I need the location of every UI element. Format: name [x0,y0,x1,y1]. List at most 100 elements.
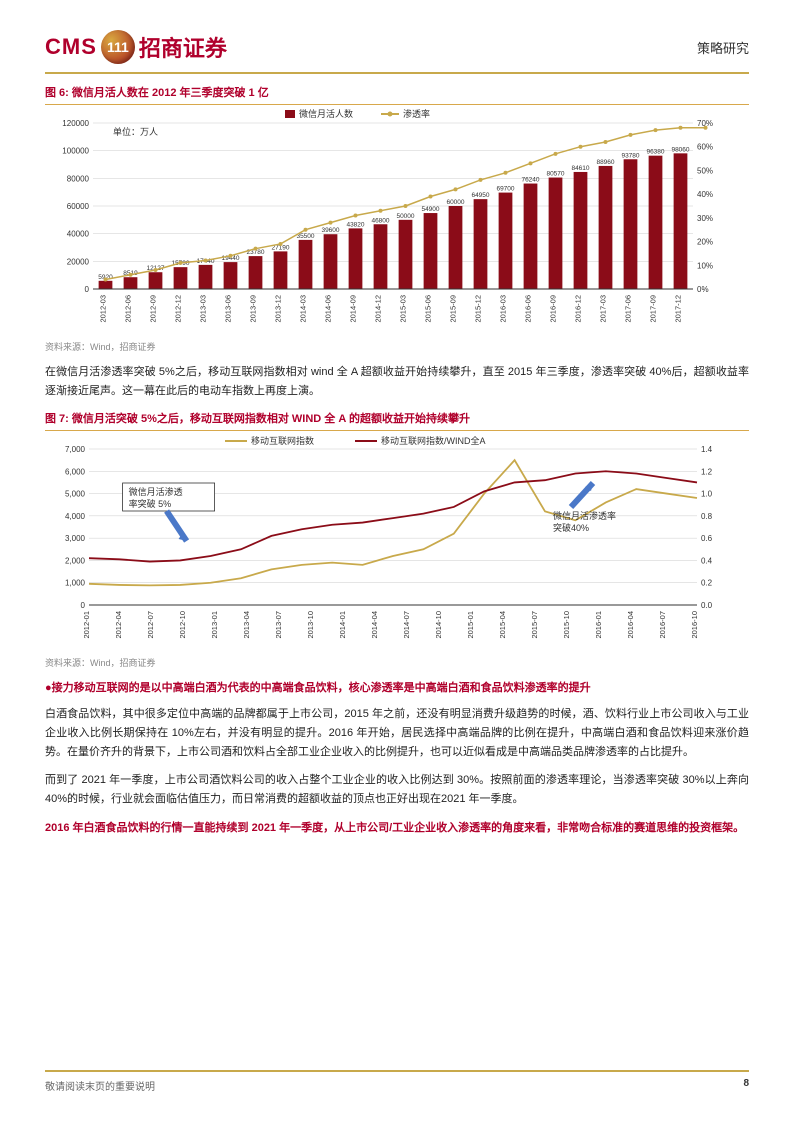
page-number: 8 [743,1078,749,1093]
svg-text:2014-06: 2014-06 [324,295,333,323]
svg-text:2012-01: 2012-01 [82,611,91,639]
svg-text:2,000: 2,000 [65,557,86,566]
svg-text:2016-07: 2016-07 [658,611,667,639]
svg-text:微信月活渗透率: 微信月活渗透率 [553,510,616,521]
svg-text:0.0: 0.0 [701,601,713,610]
svg-text:2014-04: 2014-04 [370,611,379,639]
svg-text:2014-01: 2014-01 [338,611,347,639]
svg-text:43820: 43820 [346,221,364,228]
svg-text:98060: 98060 [671,146,689,153]
svg-text:2016-01: 2016-01 [594,611,603,639]
svg-text:2015-03: 2015-03 [399,295,408,323]
page-header: CMS 111 招商证券 策略研究 [45,30,749,64]
svg-text:率突破 5%: 率突破 5% [129,498,172,509]
svg-text:2012-07: 2012-07 [146,611,155,639]
svg-text:0.4: 0.4 [701,557,713,566]
svg-text:46800: 46800 [371,217,389,224]
svg-text:2014-10: 2014-10 [434,611,443,639]
header-divider [45,72,749,74]
svg-text:2016-03: 2016-03 [499,295,508,323]
svg-text:2017-12: 2017-12 [674,295,683,323]
svg-text:7,000: 7,000 [65,445,86,454]
svg-text:1.0: 1.0 [701,490,713,499]
paragraph-4-highlight: 2016 年白酒食品饮料的行情一直能持续到 2021 年一季度，从上市公司/工业… [45,819,749,838]
svg-text:2015-10: 2015-10 [562,611,571,639]
svg-text:2012-10: 2012-10 [178,611,187,639]
svg-text:2013-09: 2013-09 [249,295,258,323]
svg-text:2017-09: 2017-09 [649,295,658,323]
svg-text:1.2: 1.2 [701,468,713,477]
svg-text:60000: 60000 [67,202,90,211]
svg-text:2016-06: 2016-06 [524,295,533,323]
svg-text:5,000: 5,000 [65,490,86,499]
svg-text:2015-07: 2015-07 [530,611,539,639]
footer-divider [45,1070,749,1072]
svg-text:10%: 10% [697,261,713,270]
svg-text:2013-04: 2013-04 [242,611,251,639]
svg-text:60%: 60% [697,143,713,152]
svg-text:2017-03: 2017-03 [599,295,608,323]
svg-text:单位：万人: 单位：万人 [113,126,158,137]
svg-text:2012-04: 2012-04 [114,611,123,639]
fig7-chart: 01,0002,0003,0004,0005,0006,0007,0000.00… [45,430,749,654]
svg-text:2015-12: 2015-12 [474,295,483,323]
svg-text:渗透率: 渗透率 [403,108,430,119]
svg-text:1.4: 1.4 [701,445,713,454]
fig6-title: 图 6: 微信月活人数在 2012 年三季度突破 1 亿 [45,84,749,100]
fig7-title: 图 7: 微信月活突破 5%之后，移动互联网指数相对 WIND 全 A 的超额收… [45,410,749,426]
fig6-svg: 0200004000060000800001000001200000%10%20… [45,105,735,335]
svg-text:2016-10: 2016-10 [690,611,699,639]
svg-text:20000: 20000 [67,257,90,266]
svg-text:2017-06: 2017-06 [624,295,633,323]
header-category: 策略研究 [697,38,749,57]
svg-text:0.6: 0.6 [701,535,713,544]
svg-text:2016-04: 2016-04 [626,611,635,639]
svg-text:84610: 84610 [571,165,589,172]
svg-text:80570: 80570 [546,171,564,178]
svg-text:2013-03: 2013-03 [199,295,208,323]
svg-text:93780: 93780 [621,152,639,159]
svg-text:2013-01: 2013-01 [210,611,219,639]
svg-text:2014-09: 2014-09 [349,295,358,323]
svg-text:移动互联网指数: 移动互联网指数 [251,435,314,446]
svg-text:4,000: 4,000 [65,512,86,521]
svg-text:突破40%: 突破40% [553,522,589,533]
svg-text:2014-07: 2014-07 [402,611,411,639]
svg-text:60000: 60000 [446,199,464,206]
svg-text:30%: 30% [697,214,713,223]
svg-text:0.2: 0.2 [701,579,713,588]
svg-text:6,000: 6,000 [65,468,86,477]
logo-cms-text: CMS [45,34,97,60]
svg-text:54900: 54900 [421,206,439,213]
svg-text:1,000: 1,000 [65,579,86,588]
svg-text:40%: 40% [697,190,713,199]
svg-text:移动互联网指数/WIND全A: 移动互联网指数/WIND全A [381,435,486,446]
svg-text:120000: 120000 [62,119,89,128]
svg-text:50000: 50000 [396,213,414,220]
svg-text:20%: 20% [697,238,713,247]
fig7-source: 资料来源：Wind，招商证券 [45,656,749,669]
paragraph-2: 白酒食品饮料，其中很多定位中高端的品牌都属于上市公司，2015 年之前，还没有明… [45,705,749,761]
svg-text:2012-06: 2012-06 [124,295,133,323]
page-footer: 敬请阅读末页的重要说明 8 [45,1070,749,1093]
svg-text:40000: 40000 [67,230,90,239]
svg-text:39600: 39600 [321,227,339,234]
svg-text:2013-07: 2013-07 [274,611,283,639]
svg-text:0.8: 0.8 [701,512,713,521]
svg-text:80000: 80000 [67,174,90,183]
logo-badge-icon: 111 [101,30,135,64]
svg-text:2015-04: 2015-04 [498,611,507,639]
paragraph-1: 在微信月活渗透率突破 5%之后，移动互联网指数相对 wind 全 A 超额收益开… [45,363,749,400]
footer-note: 敬请阅读末页的重要说明 [45,1078,155,1093]
svg-text:2015-01: 2015-01 [466,611,475,639]
svg-text:50%: 50% [697,166,713,175]
bullet-heading: ●接力移动互联网的是以中高端白酒为代表的中高端食品饮料，核心渗透率是中高端白酒和… [45,679,749,695]
svg-text:96380: 96380 [646,149,664,156]
svg-text:2012-03: 2012-03 [99,295,108,323]
fig7-svg: 01,0002,0003,0004,0005,0006,0007,0000.00… [45,431,735,651]
logo-group: CMS 111 招商证券 [45,30,227,64]
svg-text:2016-09: 2016-09 [549,295,558,323]
svg-text:0: 0 [81,601,86,610]
svg-text:微信月活渗透: 微信月活渗透 [129,486,183,497]
svg-text:微信月活人数: 微信月活人数 [299,108,353,119]
